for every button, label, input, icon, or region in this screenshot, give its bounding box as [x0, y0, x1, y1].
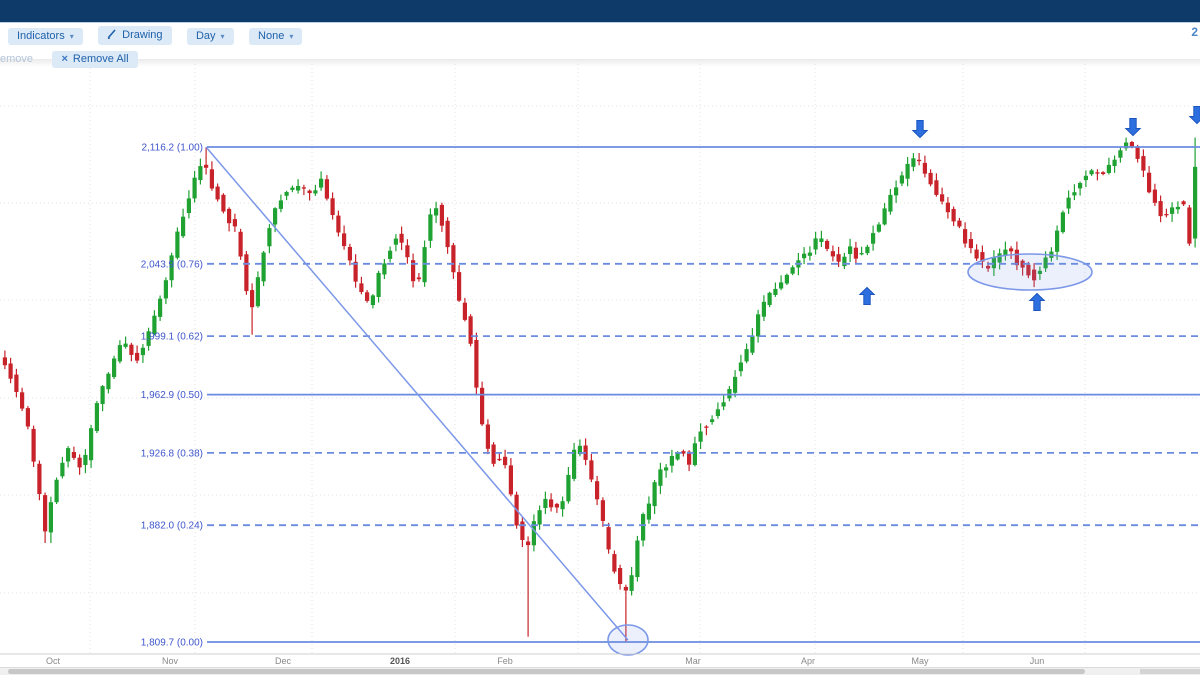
svg-text:1,926.8 (0.38): 1,926.8 (0.38): [141, 448, 203, 459]
chevron-down-icon: ▾: [69, 32, 74, 41]
remove-all-button[interactable]: × Remove All: [52, 51, 138, 68]
remove-button-clipped: emove: [0, 53, 34, 65]
period-select-label: Day: [195, 30, 216, 42]
svg-text:Jun: Jun: [1030, 656, 1045, 666]
toolbar: Indicators ▾ Drawing Day ▾ None ▾ emove …: [0, 23, 1200, 68]
svg-text:May: May: [911, 656, 929, 666]
x-axis: Oct Nov Dec 2016 Feb Mar Apr May Jun: [0, 653, 1200, 666]
chevron-down-icon: ▾: [220, 32, 225, 41]
close-icon: ×: [61, 53, 68, 65]
svg-text:1,882.0 (0.24): 1,882.0 (0.24): [141, 521, 203, 532]
svg-text:1,809.7 (0.00): 1,809.7 (0.00): [141, 638, 203, 649]
svg-text:Dec: Dec: [275, 656, 292, 666]
indicators-button[interactable]: Indicators ▾: [8, 28, 83, 45]
svg-text:2016: 2016: [390, 656, 410, 666]
price-scale-clipped-digit: 2: [1191, 25, 1198, 39]
scrollbar-thumb[interactable]: [8, 669, 1085, 674]
pencil-icon: [107, 29, 117, 42]
gridlines: [0, 60, 1200, 654]
svg-text:Oct: Oct: [46, 656, 61, 666]
overlay-select-label: None: [258, 30, 285, 42]
drawing-button-label: Drawing: [122, 29, 163, 41]
title-bar: [0, 0, 1200, 23]
fib-labels: 2,116.2 (1.00) 2,043.9 (0.76) 1,999.1 (0.6…: [141, 143, 203, 649]
overlay-select[interactable]: None ▾: [249, 28, 303, 45]
toolbar-row-1: Indicators ▾ Drawing Day ▾ None ▾: [0, 23, 1200, 45]
svg-text:1,999.1 (0.62): 1,999.1 (0.62): [141, 332, 203, 343]
svg-text:Mar: Mar: [685, 656, 701, 666]
svg-text:2,116.2 (1.00): 2,116.2 (1.00): [141, 143, 203, 154]
arrow-annotations: [858, 106, 1200, 311]
scrollbar-thumb-stub[interactable]: [1140, 669, 1200, 674]
remove-all-button-label: Remove All: [72, 53, 129, 65]
svg-text:Apr: Apr: [801, 656, 815, 666]
candles: [2, 137, 1198, 642]
horizontal-scrollbar[interactable]: [0, 667, 1200, 675]
fib-levels: [207, 146, 1200, 643]
ellipse-annotations: [607, 253, 1093, 656]
svg-text:1,962.9 (0.50): 1,962.9 (0.50): [141, 390, 203, 401]
indicators-button-label: Indicators: [17, 30, 65, 42]
trend-line: [205, 146, 629, 641]
svg-text:2,043.9 (0.76): 2,043.9 (0.76): [141, 259, 203, 270]
drawing-button[interactable]: Drawing: [98, 26, 172, 45]
chevron-down-icon: ▾: [289, 32, 294, 41]
toolbar-row-2: emove × Remove All: [0, 45, 1200, 68]
svg-text:Feb: Feb: [497, 656, 513, 666]
period-select[interactable]: Day ▾: [186, 28, 234, 45]
svg-text:Nov: Nov: [162, 656, 179, 666]
